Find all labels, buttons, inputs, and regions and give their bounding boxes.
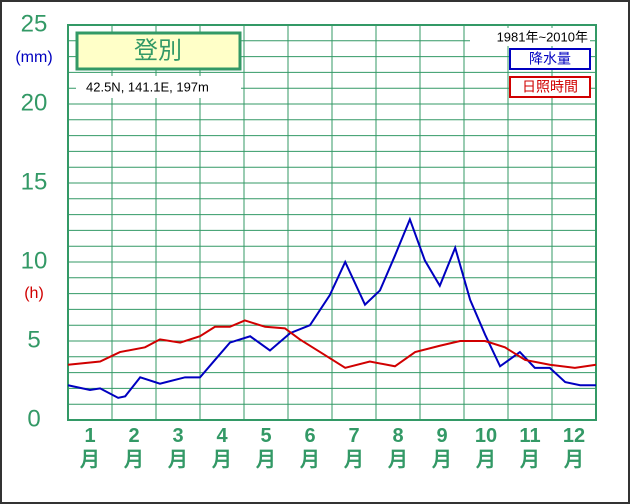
legend-box xyxy=(509,76,591,98)
y-tick-label: 20 xyxy=(21,89,48,116)
x-tick-label: 10 月 xyxy=(474,425,498,471)
x-tick-label: 12 月 xyxy=(562,425,586,471)
subtitle-bg xyxy=(76,76,241,98)
x-tick-label: 4 月 xyxy=(212,425,232,471)
x-tick-label: 5 月 xyxy=(256,425,276,471)
legend-label: 日照時間 xyxy=(522,79,578,95)
x-tick-label: 3 月 xyxy=(168,425,188,471)
y-tick-label: 15 xyxy=(21,168,48,195)
title-box xyxy=(75,31,242,71)
x-tick-label: 7 月 xyxy=(344,425,364,471)
period: 1981年~2010年 xyxy=(497,29,588,44)
y-tick-label: 10 xyxy=(21,247,48,274)
series-line xyxy=(67,319,597,369)
x-tick-label: 1 月 xyxy=(80,425,100,471)
plot-border xyxy=(67,24,597,421)
y-unit-left: (mm) xyxy=(15,49,52,66)
y-unit-right: (h) xyxy=(24,285,44,302)
legend-box xyxy=(509,48,591,70)
x-tick-label: 2 月 xyxy=(124,425,144,471)
y-tick-label: 5 xyxy=(27,326,40,353)
chart-title: 登別 xyxy=(134,37,182,64)
x-tick-label: 9 月 xyxy=(432,425,452,471)
x-tick-label: 11 月 xyxy=(519,425,541,471)
x-tick-label: 8 月 xyxy=(388,425,408,471)
y-tick-label: 0 xyxy=(27,405,40,432)
series-line xyxy=(67,216,596,399)
subtitle: 42.5N, 141.1E, 197m xyxy=(86,79,209,94)
y-tick-label: 25 xyxy=(21,10,48,37)
x-tick-label: 6 月 xyxy=(300,425,320,471)
period-bg xyxy=(470,28,590,46)
legend-label: 降水量 xyxy=(529,51,571,67)
